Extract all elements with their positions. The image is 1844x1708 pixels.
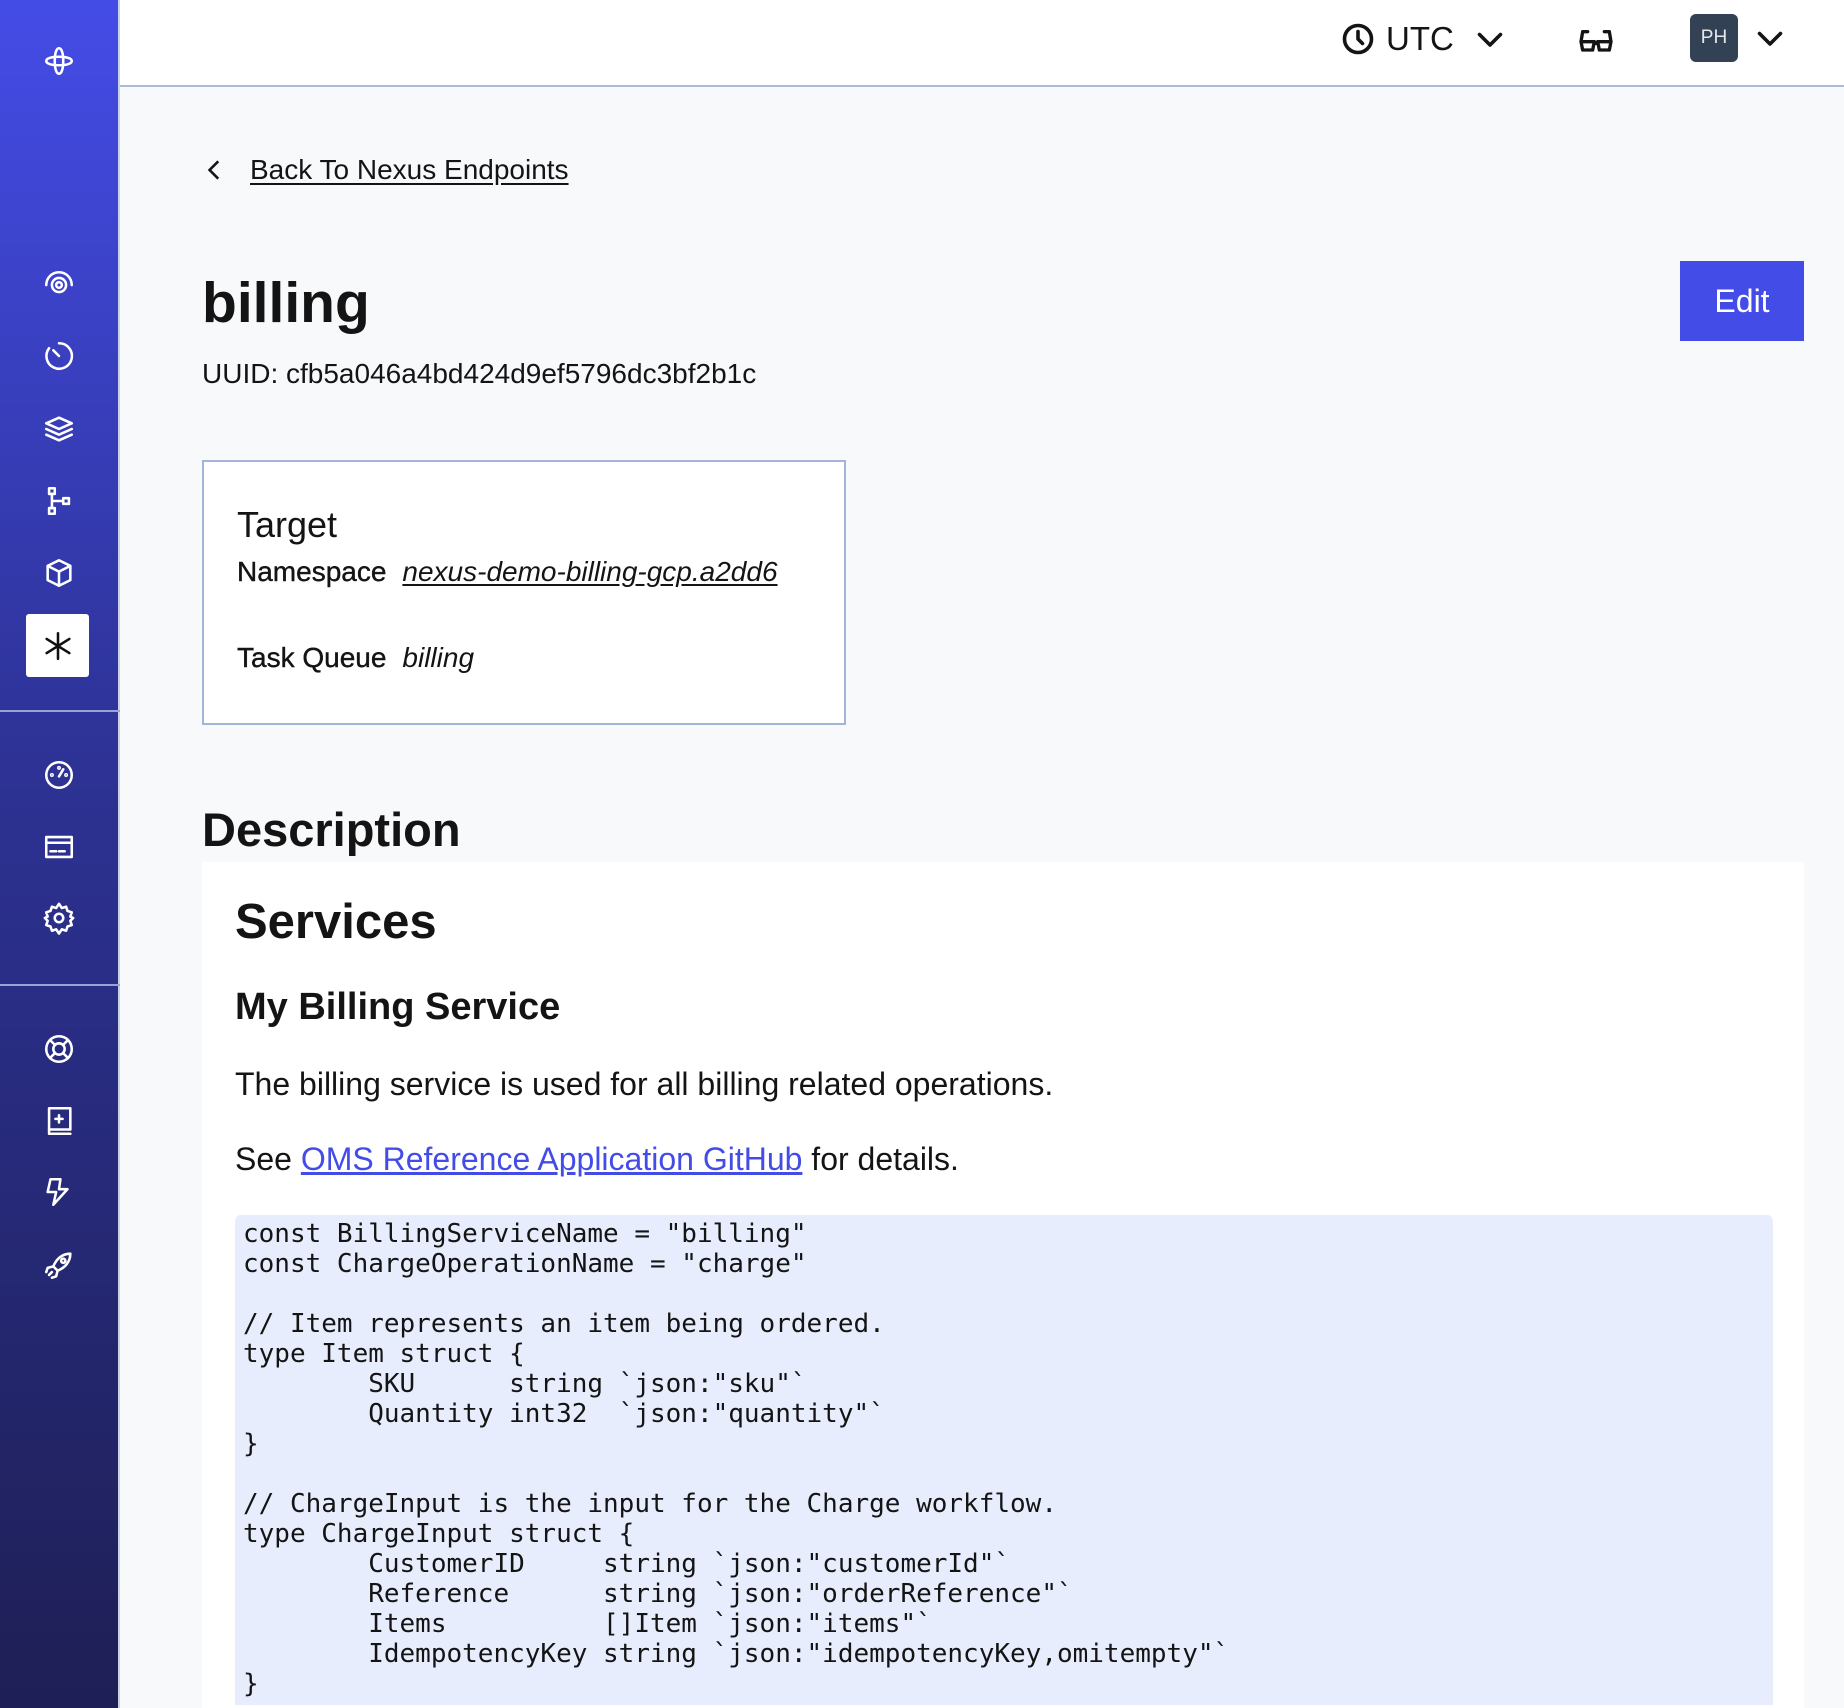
- deployments-icon[interactable]: [30, 472, 88, 530]
- code-line: IdempotencyKey string `json:"idempotency…: [243, 1639, 1230, 1669]
- see-suffix: for details.: [802, 1141, 959, 1177]
- code-block: const BillingServiceName = "billing" cons…: [235, 1215, 1773, 1705]
- chevron-down-icon: [1477, 32, 1503, 47]
- see-prefix: See: [235, 1141, 301, 1177]
- code-line: const ChargeOperationName = "charge": [243, 1249, 807, 1279]
- code-line: // Item represents an item being ordered…: [243, 1309, 885, 1339]
- description-content: Services My Billing Service The billing …: [202, 862, 1804, 1708]
- target-heading: Target: [237, 504, 338, 545]
- support-icon[interactable]: [30, 1020, 88, 1078]
- services-heading: Services: [235, 895, 437, 949]
- chevron-down-icon: [1757, 31, 1783, 46]
- namespace-row: Namespace nexus-demo-billing-gcp.a2dd6: [237, 556, 778, 588]
- code-line: type ChargeInput struct {: [243, 1519, 635, 1549]
- timezone-label: UTC: [1386, 20, 1454, 57]
- namespaces-icon[interactable]: [30, 544, 88, 602]
- usage-icon[interactable]: [30, 746, 88, 804]
- account-menu-toggle[interactable]: [1752, 20, 1788, 56]
- code-line: [243, 1279, 1765, 1309]
- glasses-icon: [1579, 30, 1613, 52]
- namespace-value: nexus-demo-billing-gcp.a2dd6: [402, 556, 778, 587]
- code-line: }: [243, 1669, 259, 1699]
- endpoint-uuid: UUID: cfb5a046a4bd424d9ef5796dc3bf2b1c: [202, 358, 757, 389]
- task-queue-value: billing: [402, 642, 475, 673]
- billing-icon[interactable]: [30, 818, 88, 876]
- namespace-label: Namespace: [237, 556, 387, 587]
- top-bar: UTC PH: [120, 0, 1844, 87]
- back-link-label: Back To Nexus Endpoints: [250, 154, 569, 185]
- service-description: The billing service is used for all bill…: [235, 1066, 1054, 1102]
- edit-button[interactable]: Edit: [1680, 261, 1804, 341]
- code-line: SKU string `json:"sku"`: [243, 1369, 807, 1399]
- namespace-link[interactable]: nexus-demo-billing-gcp.a2dd6: [402, 556, 777, 588]
- docs-icon[interactable]: [30, 1092, 88, 1150]
- sidebar: [0, 0, 120, 1708]
- feedback-icon[interactable]: [30, 1163, 88, 1221]
- code-line: [243, 1459, 1765, 1489]
- service-name-heading: My Billing Service: [235, 986, 561, 1028]
- settings-icon[interactable]: [30, 889, 88, 947]
- timezone-selector[interactable]: UTC: [1340, 20, 1508, 58]
- description-heading: Description: [202, 803, 461, 856]
- code-line: Items []Item `json:"items"`: [243, 1609, 932, 1639]
- temporal-logo-icon[interactable]: [30, 32, 88, 90]
- sidebar-divider: [0, 984, 120, 986]
- schedules-icon[interactable]: [30, 327, 88, 385]
- code-line: CustomerID string `json:"customerId"`: [243, 1549, 1011, 1579]
- task-queue-row: Task Queue billing: [237, 642, 474, 674]
- see-details-paragraph: See OMS Reference Application GitHub for…: [235, 1141, 959, 1178]
- code-line: }: [243, 1429, 259, 1459]
- task-queue-label: Task Queue: [237, 642, 387, 673]
- batch-icon[interactable]: [30, 400, 88, 458]
- code-line: Reference string `json:"orderReference"`: [243, 1579, 1073, 1609]
- code-line: type Item struct {: [243, 1339, 525, 1369]
- code-line: // ChargeInput is the input for the Char…: [243, 1489, 1057, 1519]
- back-to-nexus-endpoints-link[interactable]: Back To Nexus Endpoints: [202, 154, 569, 186]
- code-line: const BillingServiceName = "billing": [243, 1219, 807, 1249]
- sidebar-divider: [0, 710, 120, 712]
- workflows-icon[interactable]: [30, 256, 88, 314]
- nexus-icon[interactable]: [26, 614, 89, 677]
- page-title: billing: [202, 271, 370, 335]
- chevron-left-icon: [207, 160, 220, 180]
- launch-icon[interactable]: [30, 1236, 88, 1294]
- avatar[interactable]: PH: [1690, 14, 1738, 62]
- target-card: Target Namespace nexus-demo-billing-gcp.…: [202, 460, 846, 725]
- view-mode-button[interactable]: [1576, 20, 1616, 60]
- clock-icon: [1342, 23, 1374, 55]
- oms-github-link[interactable]: OMS Reference Application GitHub: [300, 1141, 803, 1177]
- code-line: Quantity int32 `json:"quantity"`: [243, 1399, 885, 1429]
